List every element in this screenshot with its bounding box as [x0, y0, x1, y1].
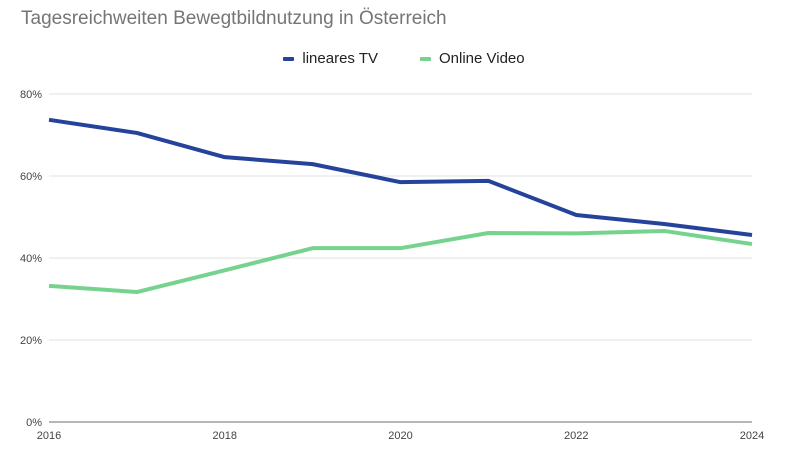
y-tick-label: 40%: [20, 253, 42, 265]
x-tick-label: 2020: [388, 430, 412, 442]
legend-item-lineares-tv[interactable]: lineares TV: [283, 50, 378, 67]
series-line-lineares-tv: [48, 117, 753, 238]
x-tick-label: 2016: [37, 430, 61, 442]
legend-label-online-video: Online Video: [438, 50, 525, 67]
y-tick-label: 80%: [20, 89, 42, 101]
y-tick-label: 20%: [20, 335, 42, 347]
legend-swatch-lineares-tv: [283, 56, 295, 61]
series-line-online-video: [48, 228, 753, 295]
x-tick-label: 2018: [213, 430, 237, 442]
legend-item-online-video[interactable]: Online Video: [419, 50, 525, 67]
legend-swatch-online-video: [419, 56, 431, 61]
chart-title: Tagesreichweiten Bewegtbildnutzung in Ös…: [21, 8, 447, 29]
x-tick-label: 2024: [740, 430, 764, 442]
x-tick-label: 2022: [564, 430, 588, 442]
legend: lineares TV Online Video: [0, 50, 788, 67]
y-tick-label: 0%: [26, 417, 42, 429]
y-tick-label: 60%: [20, 171, 42, 183]
legend-label-lineares-tv: lineares TV: [302, 50, 378, 67]
